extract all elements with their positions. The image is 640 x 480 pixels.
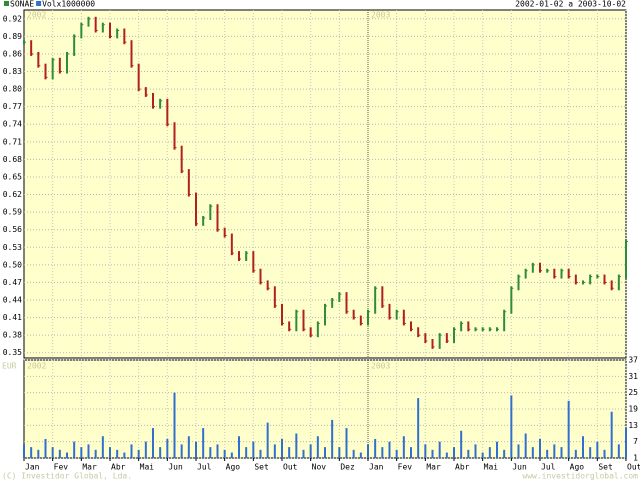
x-tick-label: Mai — [484, 463, 499, 472]
x-tick-label: Jul — [541, 463, 556, 472]
x-tick-label: Ago — [226, 463, 241, 472]
y-tick-label: 0.41 — [3, 313, 22, 322]
y2-tick-label: 31 — [628, 372, 638, 381]
x-tick-label: Mar — [82, 463, 97, 472]
x-tick-label: Fev — [398, 463, 413, 472]
legend-swatch — [36, 1, 42, 6]
y-tick-label: 0.53 — [3, 243, 22, 252]
footer-right: www.investidorglobal.com — [522, 472, 638, 480]
currency-label: EUR — [2, 362, 17, 371]
x-tick-label: Nov — [312, 463, 327, 472]
y-tick-label: 0.77 — [3, 102, 22, 111]
y-tick-label: 0.92 — [3, 14, 22, 23]
y-tick-label: 0.83 — [3, 67, 22, 76]
y-tick-label: 0.71 — [3, 137, 22, 146]
legend-label: Volx1000000 — [42, 0, 95, 9]
y-tick-label: 0.74 — [3, 120, 22, 129]
legend-swatch — [4, 1, 9, 6]
x-tick-label: Abr — [455, 463, 470, 472]
x-tick-label: Ago — [570, 463, 585, 472]
y2-tick-label: 25 — [628, 388, 638, 397]
x-tick-label: Set — [598, 463, 613, 472]
y-tick-label: 0.44 — [3, 296, 22, 305]
year-label: 2003 — [371, 362, 390, 371]
x-tick-label: Jan — [25, 463, 40, 472]
y-tick-label: 0.89 — [3, 32, 22, 41]
x-tick-label: Dez — [340, 463, 355, 472]
x-tick-label: Jan — [369, 463, 384, 472]
y-tick-label: 0.38 — [3, 331, 22, 340]
y2-tick-label: 7 — [633, 437, 638, 446]
x-tick-label: Set — [254, 463, 269, 472]
x-tick-label: Out — [627, 463, 640, 472]
y-tick-label: 0.56 — [3, 225, 22, 234]
y-tick-label: 0.47 — [3, 278, 22, 287]
y-tick-label: 0.65 — [3, 172, 22, 181]
x-tick-label: Fev — [54, 463, 69, 472]
y2-tick-label: 1 — [633, 454, 638, 463]
x-tick-label: Jun — [512, 463, 527, 472]
y2-tick-label: 37 — [628, 356, 638, 365]
y-tick-label: 0.80 — [3, 85, 22, 94]
legend-label: SONAE — [10, 0, 34, 9]
x-tick-label: Jun — [168, 463, 183, 472]
year-label: 2002 — [27, 362, 46, 371]
y-tick-label: 0.59 — [3, 208, 22, 217]
x-tick-label: Mai — [140, 463, 155, 472]
y-tick-label: 0.62 — [3, 190, 22, 199]
footer-left: (C) Investidor Global, Lda. — [2, 472, 132, 480]
x-tick-label: Abr — [111, 463, 126, 472]
y2-tick-label: 19 — [628, 405, 638, 414]
y-tick-label: 0.68 — [3, 155, 22, 164]
y-tick-label: 0.86 — [3, 49, 22, 58]
y-tick-label: 0.50 — [3, 260, 22, 269]
y2-tick-label: 13 — [628, 421, 638, 430]
x-tick-label: Jul — [197, 463, 212, 472]
y-tick-label: 0.35 — [3, 348, 22, 357]
x-tick-label: Out — [283, 463, 298, 472]
date-range: 2002-01-02 a 2003-10-02 — [515, 0, 626, 9]
year-label: 2002 — [27, 11, 46, 20]
x-tick-label: Mar — [426, 463, 441, 472]
year-label: 2003 — [371, 11, 390, 20]
